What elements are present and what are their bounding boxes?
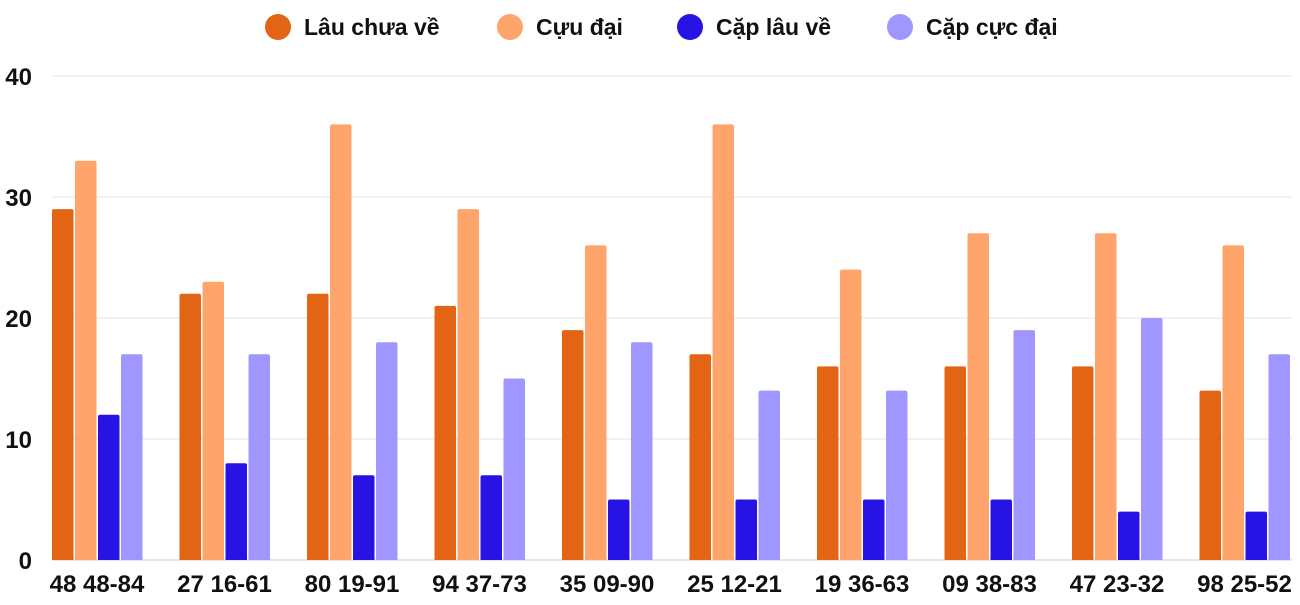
x-tick-label: 98 25-52 [1197, 571, 1292, 598]
bar-3-48_48-84 [98, 414, 120, 560]
x-tick-label: 94 37-73 [432, 571, 527, 598]
bar-4-94_37-73 [503, 378, 525, 560]
bar-1-80_19-91 [307, 293, 329, 560]
bar-1-25_12-21 [689, 354, 711, 560]
bar-4-27_16-61 [248, 354, 270, 560]
y-tick-label: 40 [5, 64, 32, 91]
bar-1-27_16-61 [179, 293, 201, 560]
bar-3-94_37-73 [480, 475, 502, 560]
y-tick-label: 20 [5, 306, 32, 333]
bars [52, 124, 1290, 561]
legend-swatch [497, 14, 523, 40]
bar-1-98_25-52 [1199, 390, 1221, 560]
bar-2-25_12-21 [712, 124, 734, 561]
bar-1-47_23-32 [1072, 366, 1094, 560]
bar-2-80_19-91 [330, 124, 352, 561]
x-tick-label: 09 38-83 [942, 571, 1037, 598]
bar-3-98_25-52 [1245, 511, 1267, 560]
legend-label: Cặp cực đại [926, 14, 1058, 40]
legend-swatch [265, 14, 291, 40]
bar-2-35_09-90 [585, 245, 607, 560]
bar-3-80_19-91 [353, 475, 375, 560]
bar-4-80_19-91 [376, 342, 398, 560]
legend-label: Cựu đại [536, 14, 623, 40]
x-tick-label: 19 36-63 [815, 571, 910, 598]
bar-3-25_12-21 [735, 499, 757, 560]
bar-3-09_38-83 [990, 499, 1012, 560]
y-tick-label: 0 [19, 548, 32, 575]
bar-3-19_36-63 [863, 499, 885, 560]
y-tick-label: 30 [5, 185, 32, 212]
bar-2-98_25-52 [1222, 245, 1244, 560]
x-tick-label: 25 12-21 [687, 571, 782, 598]
bar-4-35_09-90 [631, 342, 653, 560]
bar-2-94_37-73 [457, 209, 479, 560]
x-tick-label: 47 23-32 [1070, 571, 1165, 598]
bar-4-48_48-84 [121, 354, 143, 560]
bar-3-27_16-61 [225, 463, 247, 560]
bar-4-19_36-63 [886, 390, 908, 560]
bar-1-48_48-84 [52, 209, 74, 560]
bar-2-48_48-84 [75, 160, 97, 560]
bar-4-09_38-83 [1013, 330, 1035, 560]
x-axis: 48 48-84 27 16-61 80 19-91 94 37-73 35 09-90… [50, 571, 1292, 598]
x-tick-label: 35 09-90 [560, 571, 655, 598]
bar-1-19_36-63 [817, 366, 839, 560]
bar-4-98_25-52 [1268, 354, 1290, 560]
y-axis: 0 10 20 30 40 [5, 64, 32, 575]
legend-label: Cặp lâu về [716, 14, 831, 40]
bar-4-25_12-21 [758, 390, 780, 560]
bar-1-94_37-73 [434, 305, 456, 560]
bar-3-47_23-32 [1118, 511, 1140, 560]
legend-swatch [677, 14, 703, 40]
legend-swatch [887, 14, 913, 40]
bar-2-19_36-63 [840, 269, 862, 560]
bar-3-35_09-90 [608, 499, 630, 560]
legend: Lâu chưa về Cựu đại Cặp lâu về Cặp cực đại [265, 14, 1058, 40]
x-tick-label: 80 19-91 [305, 571, 400, 598]
x-tick-label: 48 48-84 [50, 571, 145, 598]
bar-2-47_23-32 [1095, 233, 1117, 561]
y-tick-label: 10 [5, 427, 32, 454]
bar-4-47_23-32 [1141, 318, 1163, 560]
x-tick-label: 27 16-61 [177, 571, 272, 598]
bar-2-09_38-83 [967, 233, 989, 561]
legend-label: Lâu chưa về [304, 14, 440, 40]
bar-2-27_16-61 [202, 281, 224, 560]
bar-1-35_09-90 [562, 330, 584, 560]
bar-1-09_38-83 [944, 366, 966, 560]
